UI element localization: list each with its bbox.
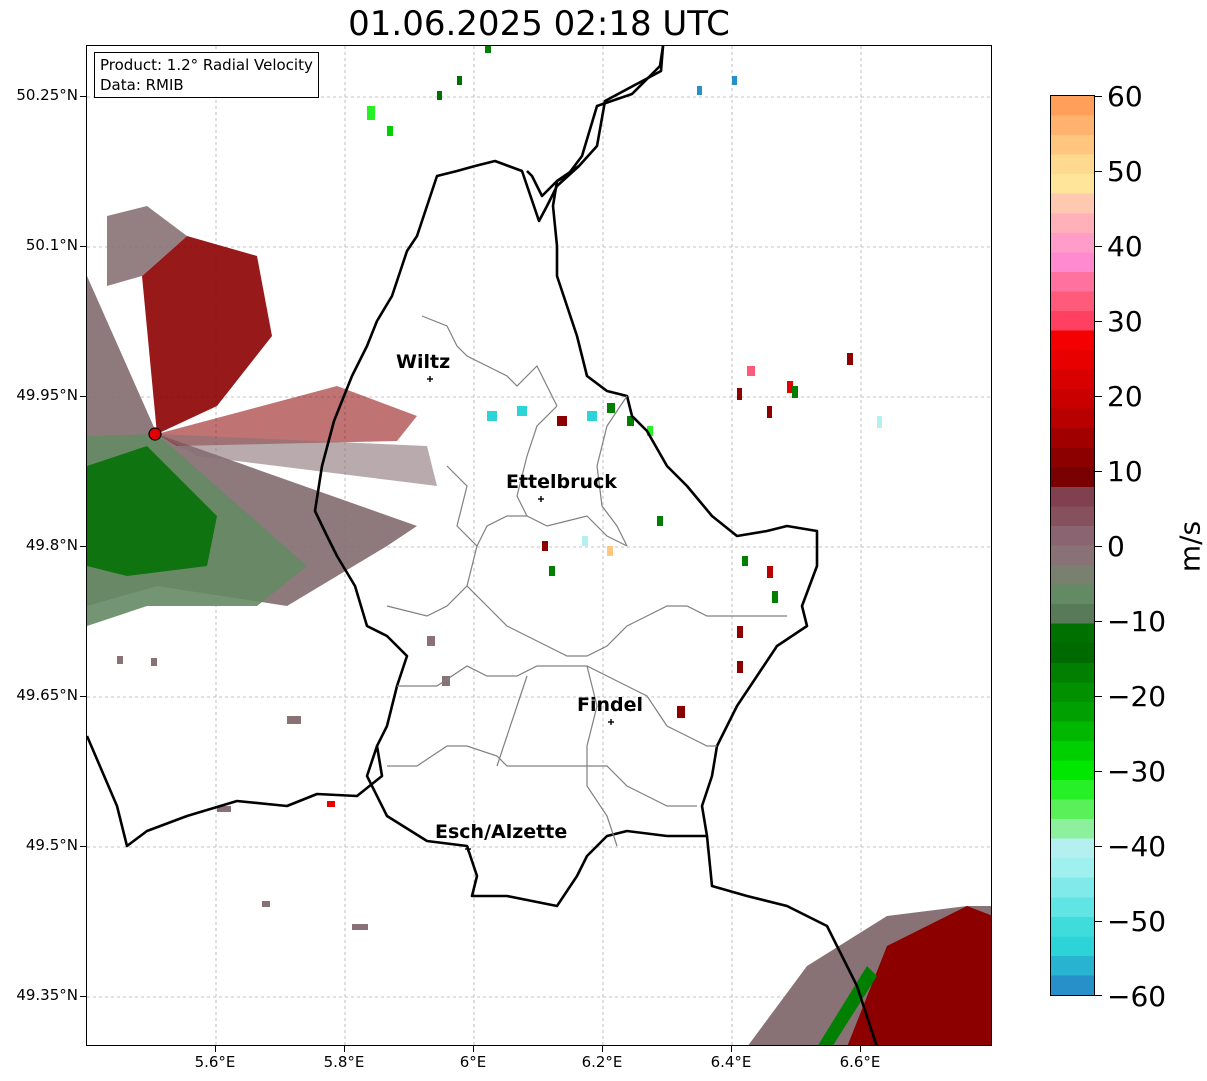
colorbar-tick-label: −30	[1107, 755, 1167, 788]
colorbar-tick-mark	[1095, 771, 1102, 772]
city-label-findel: Findel	[577, 694, 644, 716]
colorbar-tick-label: 60	[1107, 80, 1143, 113]
lat-tick-label: 49.5°N	[25, 836, 78, 854]
lat-tick-mark	[80, 246, 86, 247]
product-label: Product: 1.2° Radial Velocity	[100, 56, 313, 74]
colorbar-tick-label: −60	[1107, 980, 1167, 1013]
colorbar-tick-mark	[1095, 246, 1102, 247]
country-borders	[87, 46, 878, 1045]
lon-tick-mark	[344, 1046, 345, 1052]
city-label-ettelbruck: Ettelbruck	[506, 471, 617, 493]
lon-tick-label: 6°E	[459, 1053, 487, 1071]
colorbar-tick-mark	[1095, 696, 1102, 697]
radar-map-svg	[87, 46, 991, 1045]
lon-tick-label: 6.4°E	[710, 1053, 752, 1071]
lon-tick-label: 6.2°E	[581, 1053, 623, 1071]
lat-tick-mark	[80, 696, 86, 697]
lat-tick-mark	[80, 96, 86, 97]
colorbar-tick-mark	[1095, 396, 1102, 397]
lon-tick-mark	[602, 1046, 603, 1052]
colorbar-tick-mark	[1095, 96, 1102, 97]
lon-tick-label: 6.6°E	[839, 1053, 881, 1071]
lat-tick-label: 49.8°N	[25, 536, 78, 554]
product-info-box: Product: 1.2° Radial Velocity Data: RMIB	[94, 52, 319, 98]
city-markers	[427, 376, 614, 852]
colorbar-tick-mark	[1095, 995, 1102, 996]
colorbar-tick-mark	[1095, 846, 1102, 847]
lat-tick-label: 49.65°N	[16, 686, 78, 704]
data-source-label: Data: RMIB	[100, 76, 184, 94]
colorbar-unit-label: m/s	[1173, 520, 1207, 573]
colorbar-tick-label: 10	[1107, 455, 1143, 488]
city-label-wiltz: Wiltz	[396, 351, 451, 373]
district-lines	[386, 315, 787, 847]
colorbar-tick-label: 0	[1107, 530, 1125, 563]
lon-tick-mark	[473, 1046, 474, 1052]
colorbar-tick-label: −40	[1107, 830, 1167, 863]
colorbar-tick-label: 40	[1107, 230, 1143, 263]
colorbar-tick-mark	[1095, 321, 1102, 322]
lon-tick-mark	[215, 1046, 216, 1052]
lon-tick-label: 5.8°E	[323, 1053, 365, 1071]
lat-tick-mark	[80, 396, 86, 397]
radar-map[interactable]	[86, 45, 992, 1046]
lon-tick-label: 5.6°E	[194, 1053, 236, 1071]
lat-tick-mark	[80, 996, 86, 997]
lat-tick-label: 50.25°N	[16, 86, 78, 104]
colorbar-tick-label: 30	[1107, 305, 1143, 338]
colorbar-tick-label: −50	[1107, 905, 1167, 938]
colorbar-tick-mark	[1095, 471, 1102, 472]
city-label-esch-alzette: Esch/Alzette	[435, 821, 568, 843]
lon-tick-mark	[860, 1046, 861, 1052]
radar-site-marker	[148, 427, 162, 441]
map-title: 01.06.2025 02:18 UTC	[348, 4, 730, 44]
lat-tick-mark	[80, 846, 86, 847]
velocity-colorbar	[1050, 95, 1095, 996]
colorbar-tick-mark	[1095, 546, 1102, 547]
lat-tick-label: 50.1°N	[25, 236, 78, 254]
colorbar-tick-label: 50	[1107, 155, 1143, 188]
radar-echoes	[87, 46, 991, 1045]
lon-tick-mark	[731, 1046, 732, 1052]
colorbar-tick-mark	[1095, 621, 1102, 622]
colorbar-tick-label: −10	[1107, 605, 1167, 638]
colorbar-tick-mark	[1095, 921, 1102, 922]
lat-tick-label: 49.35°N	[16, 986, 78, 1004]
colorbar-tick-mark	[1095, 171, 1102, 172]
lat-tick-label: 49.95°N	[16, 386, 78, 404]
colorbar-tick-label: −20	[1107, 680, 1167, 713]
lat-tick-mark	[80, 546, 86, 547]
colorbar-tick-label: 20	[1107, 380, 1143, 413]
